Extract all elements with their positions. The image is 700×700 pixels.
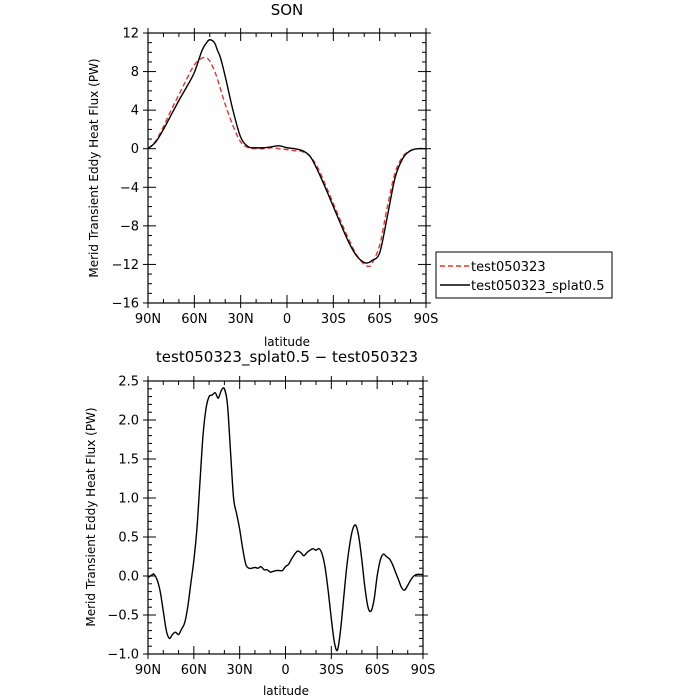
x-tick-label: 90S bbox=[414, 312, 439, 327]
x-tick-label: 90N bbox=[135, 312, 161, 327]
x-tick-label: 60S bbox=[365, 663, 390, 678]
legend-label-test050323-splat0.5: test050323_splat0.5 bbox=[471, 279, 604, 294]
chart-difference: test050323_splat0.5 − test050323 90N 60N 3… bbox=[84, 348, 435, 698]
x-tick-label: 0 bbox=[281, 663, 289, 678]
y-tick-label: −1.0 bbox=[107, 648, 139, 663]
y-tick-label: 2.0 bbox=[118, 414, 139, 429]
x-tick-label: 0 bbox=[283, 312, 291, 327]
x-tick-label: 30S bbox=[319, 663, 344, 678]
y-tick-label: −8 bbox=[120, 219, 139, 234]
x-tick-label: 60N bbox=[181, 312, 207, 327]
x-tick-label: 90S bbox=[411, 663, 436, 678]
chart1-x-label: latitude bbox=[264, 335, 310, 349]
chart2-y-label: Merid Transient Eddy Heat Flux (PW) bbox=[84, 407, 98, 626]
y-tick-label: −16 bbox=[112, 297, 139, 312]
y-tick-label: 12 bbox=[122, 27, 139, 42]
chart1-ticks: 90N 60N 30N 0 30S 60S 90S −16 −12 −8 −4 0 4 8 12 bbox=[112, 27, 439, 328]
x-tick-label: 60S bbox=[367, 312, 392, 327]
y-tick-label: 0.0 bbox=[118, 570, 139, 585]
y-tick-label: 4 bbox=[131, 104, 139, 119]
chart2-ticks: 90N 60N 30N 0 30S 60S 90S −1.0 −0.5 0.0 0.5 1.0 1.5 2… bbox=[107, 375, 435, 679]
y-tick-label: 2.5 bbox=[118, 375, 139, 390]
x-tick-label: 30N bbox=[228, 312, 254, 327]
y-tick-label: −12 bbox=[112, 258, 139, 273]
chart1-legend: test050323 test050323_splat0.5 bbox=[435, 251, 613, 299]
chart1-title: SON bbox=[271, 1, 304, 19]
chart1-series bbox=[147, 39, 427, 268]
y-tick-label: 0 bbox=[131, 142, 139, 157]
chart1-plot-frame bbox=[147, 32, 427, 304]
y-tick-label: 0.5 bbox=[118, 531, 139, 546]
chart2-plot-frame bbox=[147, 380, 424, 655]
chart-son: SON 90N 60N 30N 0 30S 60S 90S −16 −12 −8 −4 0 4 8 12 l… bbox=[87, 1, 613, 349]
series-line-test050323_splat0.5 bbox=[147, 39, 427, 264]
series-line-difference bbox=[147, 387, 423, 652]
x-tick-label: 90N bbox=[135, 663, 161, 678]
y-tick-label: 1.0 bbox=[118, 492, 139, 507]
chart2-x-label: latitude bbox=[263, 684, 309, 698]
legend-box bbox=[435, 251, 613, 299]
chart2-series bbox=[147, 387, 423, 652]
chart2-title: test050323_splat0.5 − test050323 bbox=[156, 348, 418, 367]
y-tick-label: 8 bbox=[131, 65, 139, 80]
y-tick-label: −0.5 bbox=[107, 609, 139, 624]
x-tick-label: 30S bbox=[321, 312, 346, 327]
x-tick-label: 30N bbox=[227, 663, 253, 678]
y-tick-label: −4 bbox=[120, 181, 139, 196]
x-tick-label: 60N bbox=[181, 663, 207, 678]
legend-label-test050323: test050323 bbox=[471, 260, 546, 275]
y-tick-label: 1.5 bbox=[118, 453, 139, 468]
chart1-y-label: Merid Transient Eddy Heat Flux (PW) bbox=[87, 58, 101, 277]
